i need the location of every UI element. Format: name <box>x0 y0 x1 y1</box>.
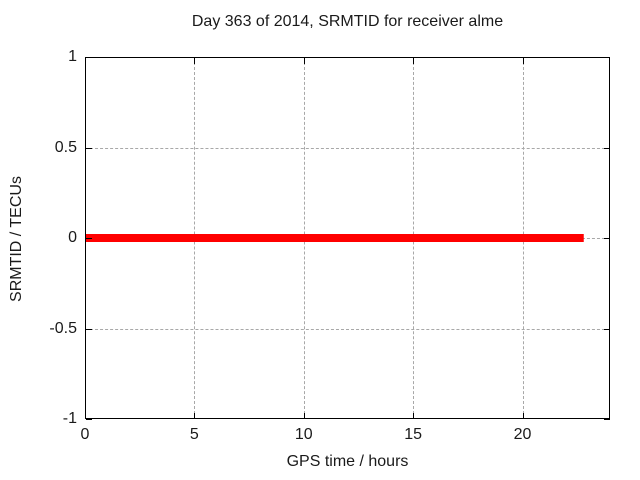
x-tick-top <box>303 58 305 64</box>
y-tick-label: -1 <box>62 410 77 427</box>
y-tick-label: 0 <box>68 229 77 246</box>
x-tick-bottom <box>413 413 415 419</box>
y-tick-right <box>604 147 610 149</box>
y-tick-right <box>604 57 610 58</box>
y-gridline <box>85 147 610 149</box>
x-tick-label: 0 <box>80 426 90 443</box>
y-tick-right <box>604 328 610 330</box>
y-tick-label: 0.5 <box>54 138 77 156</box>
x-tick-label: 20 <box>513 426 532 443</box>
x-tick-top <box>522 58 524 64</box>
y-tick-right <box>604 238 610 239</box>
x-tick-bottom <box>522 413 524 419</box>
y-tick-right <box>604 419 610 420</box>
y-tick-left <box>86 328 92 330</box>
x-tick-bottom <box>85 413 86 419</box>
x-tick-label: 10 <box>294 426 313 443</box>
plot-border <box>85 57 610 419</box>
y-tick-left <box>86 147 92 149</box>
y-tick-left <box>86 238 92 239</box>
x-tick-label: 15 <box>404 426 423 443</box>
x-tick-top <box>413 58 415 64</box>
x-tick-label: 5 <box>189 426 199 443</box>
y-tick-left <box>86 57 92 58</box>
y-tick-left <box>86 419 92 420</box>
x-tick-top <box>85 58 86 64</box>
chart-title: Day 363 of 2014, SRMTID for receiver alm… <box>191 13 504 30</box>
y-gridline <box>85 328 610 330</box>
y-tick-label: 1 <box>68 48 77 65</box>
x-tick-top <box>194 58 196 64</box>
y-tick-label: -0.5 <box>49 319 77 337</box>
x-axis-label: GPS time / hours <box>286 453 409 470</box>
y-axis-label: SRMTID / TECUs <box>8 176 25 302</box>
x-tick-bottom <box>303 413 305 419</box>
x-tick-bottom <box>194 413 196 419</box>
